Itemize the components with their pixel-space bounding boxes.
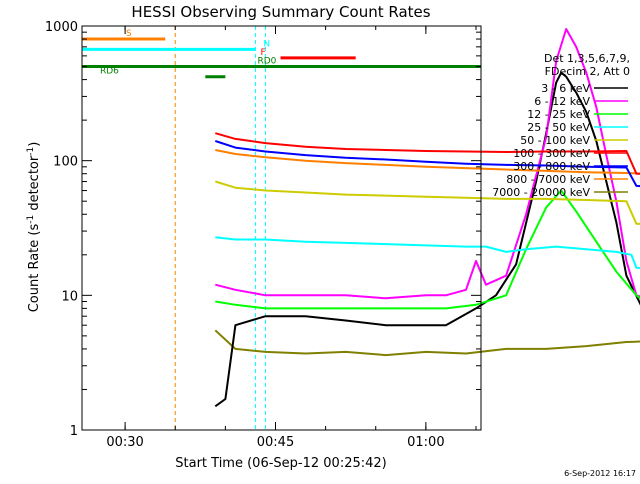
legend-label-5: 100 - 300 keV: [513, 147, 590, 160]
x-tick-label-2: 01:00: [407, 435, 444, 450]
y-axis-label-end: ): [27, 142, 42, 147]
y-axis-label-sup2: -1: [26, 147, 36, 156]
legend-header-0: Det 1,3,5,6,7,9,: [544, 52, 630, 65]
y-tick-label-0: 1: [70, 424, 78, 439]
y-axis-label-tail: detector: [27, 155, 42, 215]
legend-label-7: 800 - 7000 keV: [506, 173, 590, 186]
y-axis-label-main: Count Rate (s: [27, 224, 42, 313]
legend: Det 1,3,5,6,7,9,FDecim 2, Att 0 3 - 6 keV…: [492, 52, 630, 199]
legend-label-2: 12 - 25 keV: [527, 108, 590, 121]
series-line-5: [215, 132, 640, 175]
legend-label-8: 7000 - 20000 keV: [492, 186, 590, 199]
series-lines: [214, 28, 640, 408]
y-tick-label-1: 10: [61, 289, 78, 304]
flag-label-rd6: RD6: [100, 67, 119, 77]
y-tick-label-3: 1000: [45, 20, 78, 35]
plot-frame: [81, 25, 482, 431]
legend-label-0: 3 - 6 keV: [541, 82, 590, 95]
x-axis-label: Start Time (06-Sep-12 00:25:42): [175, 456, 386, 471]
flag-label-n: N: [263, 39, 270, 49]
y-axis-label-sup: -1: [26, 215, 36, 224]
series-line-2: [215, 189, 640, 310]
chart-title: HESSI Observing Summary Count Rates: [131, 3, 430, 21]
series-line-7: [215, 149, 640, 175]
legend-header-1: FDecim 2, Att 0: [545, 65, 630, 78]
x-tick-label-0: 00:30: [106, 435, 143, 450]
flag-label-rd0: RD0: [257, 57, 276, 67]
flag-label-f: F: [260, 48, 265, 58]
y-axis-label: Count Rate (s-1 detector-1): [26, 142, 42, 313]
series-line-8: [214, 329, 640, 357]
footer-date: 6-Sep-2012 16:17: [564, 469, 636, 478]
series-line-4: [215, 180, 640, 225]
vertical-markers: [174, 26, 266, 430]
legend-label-3: 25 - 50 keV: [527, 121, 590, 134]
x-tick-label-1: 00:45: [257, 435, 294, 450]
legend-label-4: 50 - 100 keV: [520, 134, 590, 147]
legend-label-6: 300 - 800 keV: [513, 160, 590, 173]
series-line-1: [215, 28, 640, 300]
legend-label-1: 6 - 12 keV: [534, 95, 590, 108]
flag-label-s: S: [126, 29, 132, 39]
series-line-3: [215, 236, 640, 269]
y-tick-label-2: 100: [53, 155, 78, 170]
series-line-6: [214, 140, 640, 188]
axes: 00:30 00:45 01:00 1 10 100 1000: [45, 20, 481, 450]
series-line-0: [214, 71, 640, 408]
